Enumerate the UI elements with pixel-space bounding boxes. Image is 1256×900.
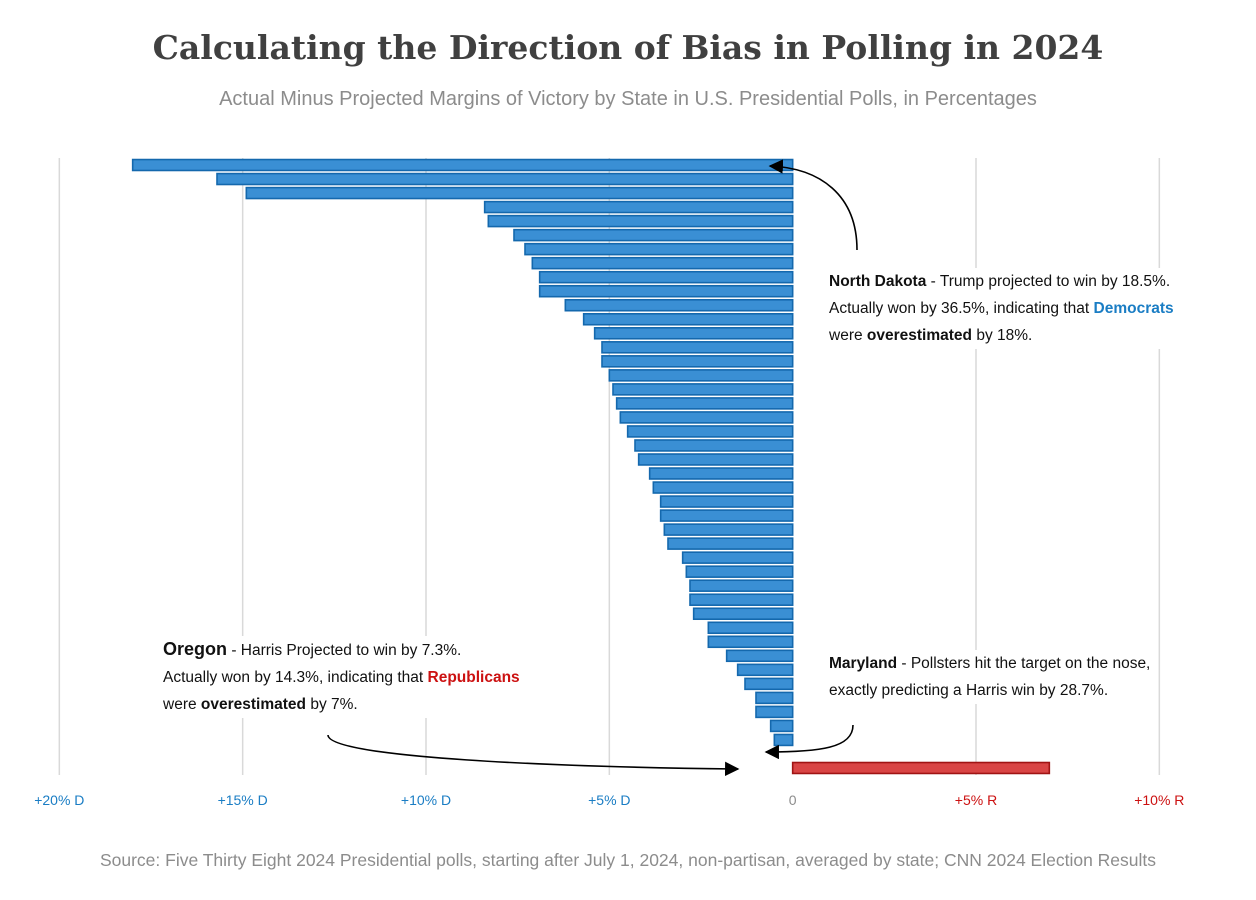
x-tick-label: +10% D xyxy=(401,792,451,808)
x-tick-label: +5% R xyxy=(955,792,997,808)
bar xyxy=(582,312,794,326)
republicans-label: Republicans xyxy=(427,669,520,686)
bar xyxy=(513,228,794,242)
bar xyxy=(538,284,794,298)
maryland-annotation: Maryland - Pollsters hit the target on t… xyxy=(829,650,1151,704)
bar xyxy=(634,439,794,452)
bar xyxy=(685,565,794,578)
chart-title: Calculating the Direction of Bias in Pol… xyxy=(152,28,1104,67)
bar xyxy=(773,733,794,747)
bar xyxy=(216,172,794,186)
bar xyxy=(689,579,794,592)
bar xyxy=(769,719,794,733)
north-dakota-annotation: North Dakota - Trump projected to win by… xyxy=(829,268,1174,349)
bar xyxy=(707,621,794,635)
bar xyxy=(659,495,794,508)
bar xyxy=(245,186,794,200)
bar xyxy=(564,298,794,312)
bar xyxy=(707,635,794,649)
bar xyxy=(615,397,794,410)
x-tick-label: 0 xyxy=(789,792,797,808)
bar xyxy=(744,677,794,691)
bar xyxy=(601,341,794,354)
bar xyxy=(791,761,1051,775)
bar xyxy=(131,158,794,172)
chart-subtitle: Actual Minus Projected Margins of Victor… xyxy=(219,88,1037,110)
bar xyxy=(626,425,794,438)
bar xyxy=(663,523,794,536)
bar xyxy=(619,411,794,424)
bar xyxy=(648,467,794,480)
bar xyxy=(689,593,794,606)
democrats-label: Democrats xyxy=(1093,300,1174,317)
x-tick-label: +15% D xyxy=(218,792,268,808)
bar xyxy=(755,691,794,705)
bar xyxy=(755,705,794,719)
north-dakota-arrow xyxy=(768,159,858,251)
bar xyxy=(652,481,794,494)
bar xyxy=(667,537,794,550)
bar xyxy=(531,256,794,270)
oregon-label: Oregon xyxy=(163,639,228,659)
bar xyxy=(524,242,794,256)
bar xyxy=(612,383,794,396)
x-tick-label: +20% D xyxy=(34,792,84,808)
bar xyxy=(725,649,794,663)
bar xyxy=(692,607,794,621)
maryland-label: Maryland xyxy=(829,655,898,672)
bar xyxy=(593,327,794,340)
source-note: Source: Five Thirty Eight 2024 President… xyxy=(99,850,1157,870)
x-tick-label: +10% R xyxy=(1134,792,1184,808)
bar xyxy=(487,214,794,228)
oregon-arrow xyxy=(327,734,740,777)
bar xyxy=(736,663,794,677)
bar xyxy=(659,509,794,522)
bar xyxy=(601,355,794,368)
bar xyxy=(538,270,794,284)
bar xyxy=(681,551,794,564)
bar xyxy=(483,200,794,214)
bar xyxy=(608,369,794,382)
maryland-arrow xyxy=(764,724,854,760)
bar xyxy=(637,453,794,466)
x-tick-label: +5% D xyxy=(588,792,630,808)
oregon-annotation: Oregon - Harris Projected to win by 7.3%… xyxy=(163,636,520,718)
north-dakota-label: North Dakota xyxy=(829,273,927,290)
